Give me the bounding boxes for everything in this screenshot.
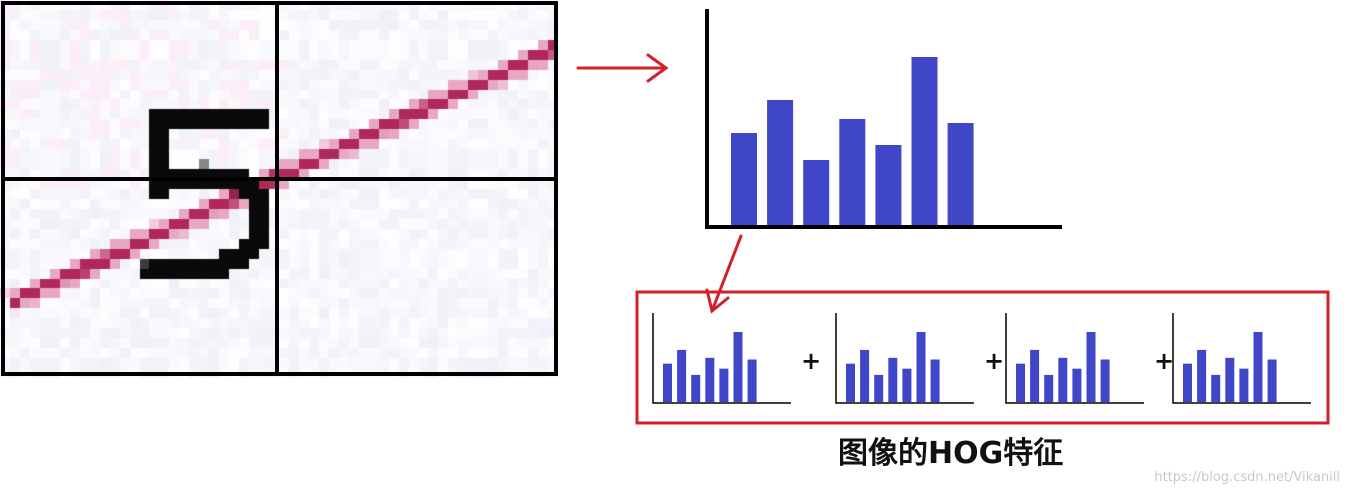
mini-histogram-bar [1267,359,1277,402]
mini-histogram-bar [888,357,898,402]
caption: 图像的HOG特征 [838,436,1064,471]
mini-histogram-bar [1253,332,1263,402]
mini-histogram-bar [1183,363,1192,402]
mini-histogram-bar [1058,357,1068,402]
mini-histogram-axes [835,313,974,404]
mini-histogram-bar [733,332,743,402]
arrow-right-icon [576,53,669,83]
cell-histogram [705,9,1062,229]
mini-histogram-bar [846,363,855,402]
histogram-bar [803,160,830,225]
mini-histogram-bar [1239,368,1249,402]
mini-histogram-bar [1044,374,1054,402]
mini-histogram [1005,313,1144,404]
mini-histogram-bar [860,349,870,402]
histogram-bar [875,145,902,225]
mini-histogram-axes [1005,313,1144,404]
plus-sign: + [1154,347,1174,375]
mini-histogram-bar [902,368,912,402]
mini-histogram-bar [747,359,757,402]
mini-histogram-bar [1030,349,1040,402]
mini-histogram-axes [1172,313,1311,404]
histogram-bar [731,133,757,225]
mini-histogram [835,313,974,404]
mini-histogram-axes [652,313,791,404]
mini-histogram [652,313,791,404]
histogram-bar [911,57,938,225]
plus-sign: + [801,347,821,375]
mini-histogram-bar [719,368,729,402]
mini-histogram-bar [1225,357,1235,402]
plus-sign: + [984,347,1004,375]
mini-histogram-bar [705,357,715,402]
mini-histogram-bar [663,363,672,402]
histogram-bars [731,57,974,225]
mini-histograms: + + + [652,313,1311,404]
mini-histogram [1172,313,1311,404]
mini-histogram-bar [1016,363,1025,402]
mini-histogram-bar [1197,349,1207,402]
histogram-axes [705,9,1062,229]
arrow-down-left-icon [705,234,743,314]
histogram-bar [767,100,794,225]
mini-histogram-bar [1211,374,1221,402]
mini-histogram-bar [1086,332,1096,402]
mini-histogram-bar [691,374,701,402]
histogram-bar [947,123,974,225]
cell-grid-border [1,1,558,376]
mini-histogram-bar [1072,368,1082,402]
mini-histogram-bar [930,359,940,402]
mini-histogram-bar [916,332,926,402]
hog-feature-box [635,290,1330,425]
mini-histogram-bar [1100,359,1110,402]
mini-histogram-bar [874,374,884,402]
cell-grid [1,1,558,376]
histogram-bar [839,119,866,225]
watermark: https://blog.csdn.net/Vikanill [1154,470,1340,485]
mini-histogram-bar [677,349,687,402]
